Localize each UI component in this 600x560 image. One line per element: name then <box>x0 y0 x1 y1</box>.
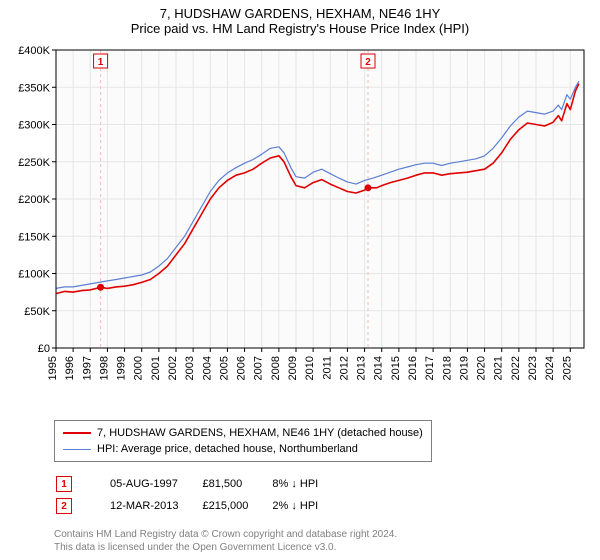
svg-text:2001: 2001 <box>150 356 162 380</box>
sale-date: 12-MAR-2013 <box>110 496 200 516</box>
svg-text:2003: 2003 <box>184 356 196 380</box>
svg-text:2020: 2020 <box>476 356 488 380</box>
legend-row-property: 7, HUDSHAW GARDENS, HEXHAM, NE46 1HY (de… <box>63 425 423 441</box>
sale-price: £215,000 <box>202 496 270 516</box>
footer-line-1: Contains HM Land Registry data © Crown c… <box>54 528 590 541</box>
chart-plot-area: 1995 1996 1997 1998 1999 2000 2001 2002 2003 2004… <box>10 42 590 412</box>
svg-text:2019: 2019 <box>458 356 470 380</box>
legend: 7, HUDSHAW GARDENS, HEXHAM, NE46 1HY (de… <box>54 420 432 462</box>
legend-label-property: 7, HUDSHAW GARDENS, HEXHAM, NE46 1HY (de… <box>97 425 423 441</box>
svg-text:£150K: £150K <box>18 231 50 243</box>
svg-text:1999: 1999 <box>116 356 128 380</box>
svg-text:2023: 2023 <box>527 356 539 380</box>
svg-text:2005: 2005 <box>218 356 230 380</box>
svg-text:2015: 2015 <box>390 356 402 380</box>
svg-text:1998: 1998 <box>98 356 110 380</box>
legend-swatch-hpi <box>63 449 91 450</box>
svg-text:2010: 2010 <box>304 356 316 380</box>
svg-text:2025: 2025 <box>561 356 573 380</box>
svg-text:2009: 2009 <box>287 356 299 380</box>
sales-table: 1 05-AUG-1997 £81,500 8% ↓ HPI 2 12-MAR-… <box>54 472 342 518</box>
svg-text:1995: 1995 <box>47 356 59 380</box>
svg-text:2012: 2012 <box>338 356 350 380</box>
chart-svg: 1995 1996 1997 1998 1999 2000 2001 2002 2003 2004… <box>10 42 590 412</box>
svg-text:1996: 1996 <box>64 356 76 380</box>
svg-text:2013: 2013 <box>356 356 368 380</box>
svg-text:2008: 2008 <box>270 356 282 380</box>
svg-text:2014: 2014 <box>373 356 385 380</box>
footer-line-2: This data is licensed under the Open Gov… <box>54 541 590 554</box>
legend-row-hpi: HPI: Average price, detached house, Nort… <box>63 441 423 457</box>
svg-text:£50K: £50K <box>24 306 50 318</box>
svg-text:2004: 2004 <box>201 356 213 380</box>
svg-text:£350K: £350K <box>18 82 50 94</box>
svg-text:2006: 2006 <box>236 356 248 380</box>
svg-text:1: 1 <box>98 57 104 68</box>
chart-title: 7, HUDSHAW GARDENS, HEXHAM, NE46 1HY <box>10 6 590 21</box>
svg-text:£300K: £300K <box>18 120 50 132</box>
chart-subtitle: Price paid vs. HM Land Registry's House … <box>10 21 590 36</box>
sale-marker-1: 1 <box>56 476 72 492</box>
svg-text:£250K: £250K <box>18 157 50 169</box>
svg-text:2018: 2018 <box>441 356 453 380</box>
footer: Contains HM Land Registry data © Crown c… <box>54 528 590 554</box>
sale-delta: 8% ↓ HPI <box>272 474 340 494</box>
sale-marker-2: 2 <box>56 498 72 514</box>
table-row: 1 05-AUG-1997 £81,500 8% ↓ HPI <box>56 474 340 494</box>
svg-text:£0: £0 <box>38 343 50 355</box>
svg-text:2011: 2011 <box>321 356 333 380</box>
sale-price: £81,500 <box>202 474 270 494</box>
svg-text:2000: 2000 <box>133 356 145 380</box>
legend-swatch-property <box>63 432 91 434</box>
svg-text:1997: 1997 <box>81 356 93 380</box>
svg-text:2022: 2022 <box>510 356 522 380</box>
svg-text:2021: 2021 <box>493 356 505 380</box>
sale-date: 05-AUG-1997 <box>110 474 200 494</box>
svg-text:£200K: £200K <box>18 194 50 206</box>
svg-text:2002: 2002 <box>167 356 179 380</box>
sale-delta: 2% ↓ HPI <box>272 496 340 516</box>
svg-text:2: 2 <box>365 57 371 68</box>
svg-text:2017: 2017 <box>424 356 436 380</box>
legend-label-hpi: HPI: Average price, detached house, Nort… <box>97 441 358 457</box>
table-row: 2 12-MAR-2013 £215,000 2% ↓ HPI <box>56 496 340 516</box>
svg-text:£100K: £100K <box>18 269 50 281</box>
svg-text:2007: 2007 <box>253 356 265 380</box>
svg-text:£400K: £400K <box>18 45 50 57</box>
svg-text:2024: 2024 <box>544 356 556 380</box>
svg-text:2016: 2016 <box>407 356 419 380</box>
chart-container: 7, HUDSHAW GARDENS, HEXHAM, NE46 1HY Pri… <box>0 0 600 560</box>
